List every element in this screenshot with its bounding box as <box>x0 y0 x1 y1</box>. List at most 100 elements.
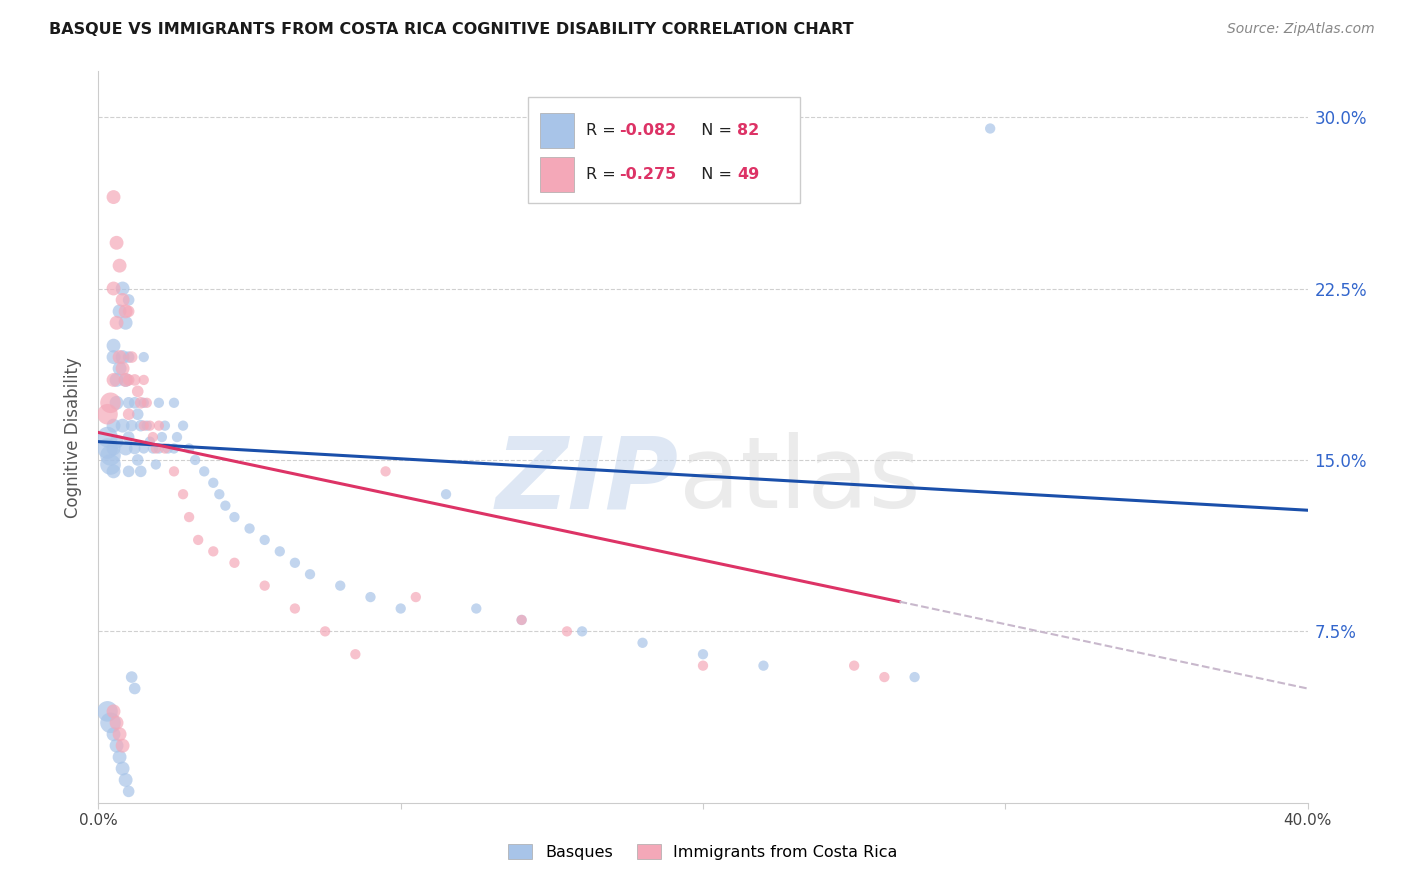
Point <box>108 727 131 741</box>
Point <box>752 658 775 673</box>
Point <box>100 458 122 472</box>
Point <box>163 464 186 478</box>
Text: ZIP: ZIP <box>496 433 679 530</box>
Point <box>344 647 367 661</box>
Point <box>124 373 146 387</box>
Text: R =: R = <box>586 123 620 138</box>
Point <box>124 396 146 410</box>
Point <box>114 316 136 330</box>
Point <box>96 705 118 719</box>
Point <box>145 442 167 456</box>
Point <box>239 521 262 535</box>
Point <box>132 418 155 433</box>
Point <box>129 464 152 478</box>
Point <box>132 396 155 410</box>
Point <box>153 418 176 433</box>
Point <box>148 418 170 433</box>
Point <box>111 293 134 307</box>
Point <box>142 442 165 456</box>
Point <box>118 293 141 307</box>
Point <box>103 281 125 295</box>
Point <box>148 442 170 456</box>
FancyBboxPatch shape <box>527 97 800 203</box>
Point <box>510 613 533 627</box>
FancyBboxPatch shape <box>540 157 574 192</box>
Point <box>156 442 179 456</box>
Point <box>105 715 128 730</box>
Point <box>118 304 141 318</box>
Y-axis label: Cognitive Disability: Cognitive Disability <box>65 357 83 517</box>
Point <box>105 739 128 753</box>
Point <box>150 430 173 444</box>
Point <box>224 510 246 524</box>
Point <box>374 464 396 478</box>
Point <box>105 434 128 449</box>
Point <box>269 544 291 558</box>
Point <box>132 373 155 387</box>
Point <box>555 624 578 639</box>
Point <box>132 442 155 456</box>
Text: 82: 82 <box>737 123 759 138</box>
Text: BASQUE VS IMMIGRANTS FROM COSTA RICA COGNITIVE DISABILITY CORRELATION CHART: BASQUE VS IMMIGRANTS FROM COSTA RICA COG… <box>49 22 853 37</box>
Point <box>100 449 122 463</box>
Point <box>142 430 165 444</box>
Point <box>202 475 225 490</box>
Point <box>193 464 215 478</box>
Point <box>105 373 128 387</box>
Point <box>114 373 136 387</box>
Point <box>114 373 136 387</box>
Point <box>111 739 134 753</box>
Text: Source: ZipAtlas.com: Source: ZipAtlas.com <box>1227 22 1375 37</box>
Point <box>103 373 125 387</box>
Point <box>100 396 122 410</box>
Point <box>224 556 246 570</box>
Point <box>132 350 155 364</box>
Point <box>129 396 152 410</box>
Point <box>163 442 186 456</box>
Point <box>108 361 131 376</box>
Point <box>873 670 896 684</box>
Point <box>105 316 128 330</box>
Point <box>114 772 136 787</box>
Point <box>187 533 209 547</box>
Point <box>108 750 131 764</box>
Point <box>253 579 276 593</box>
Point <box>202 544 225 558</box>
Text: atlas: atlas <box>679 433 921 530</box>
Point <box>103 727 125 741</box>
Point <box>118 464 141 478</box>
Point <box>105 235 128 250</box>
Point <box>111 281 134 295</box>
Point <box>329 579 352 593</box>
Point <box>118 407 141 421</box>
Point <box>179 442 201 456</box>
Point <box>103 190 125 204</box>
Point <box>465 601 488 615</box>
Point <box>631 636 654 650</box>
Point <box>360 590 382 604</box>
Point <box>904 670 927 684</box>
Point <box>145 458 167 472</box>
Point <box>118 373 141 387</box>
Point <box>111 350 134 364</box>
Point <box>253 533 276 547</box>
Point <box>108 259 131 273</box>
Point <box>108 304 131 318</box>
Point <box>844 658 866 673</box>
Point <box>108 350 131 364</box>
Point <box>127 384 149 399</box>
Point <box>172 487 194 501</box>
Point <box>96 442 118 456</box>
Point <box>510 613 533 627</box>
Point <box>118 784 141 798</box>
Text: 49: 49 <box>737 167 759 182</box>
Text: -0.275: -0.275 <box>620 167 676 182</box>
Point <box>184 453 207 467</box>
Point <box>172 418 194 433</box>
Point <box>153 442 176 456</box>
Point <box>127 453 149 467</box>
Point <box>129 418 152 433</box>
Point <box>208 487 231 501</box>
Point <box>114 304 136 318</box>
Point <box>284 601 307 615</box>
